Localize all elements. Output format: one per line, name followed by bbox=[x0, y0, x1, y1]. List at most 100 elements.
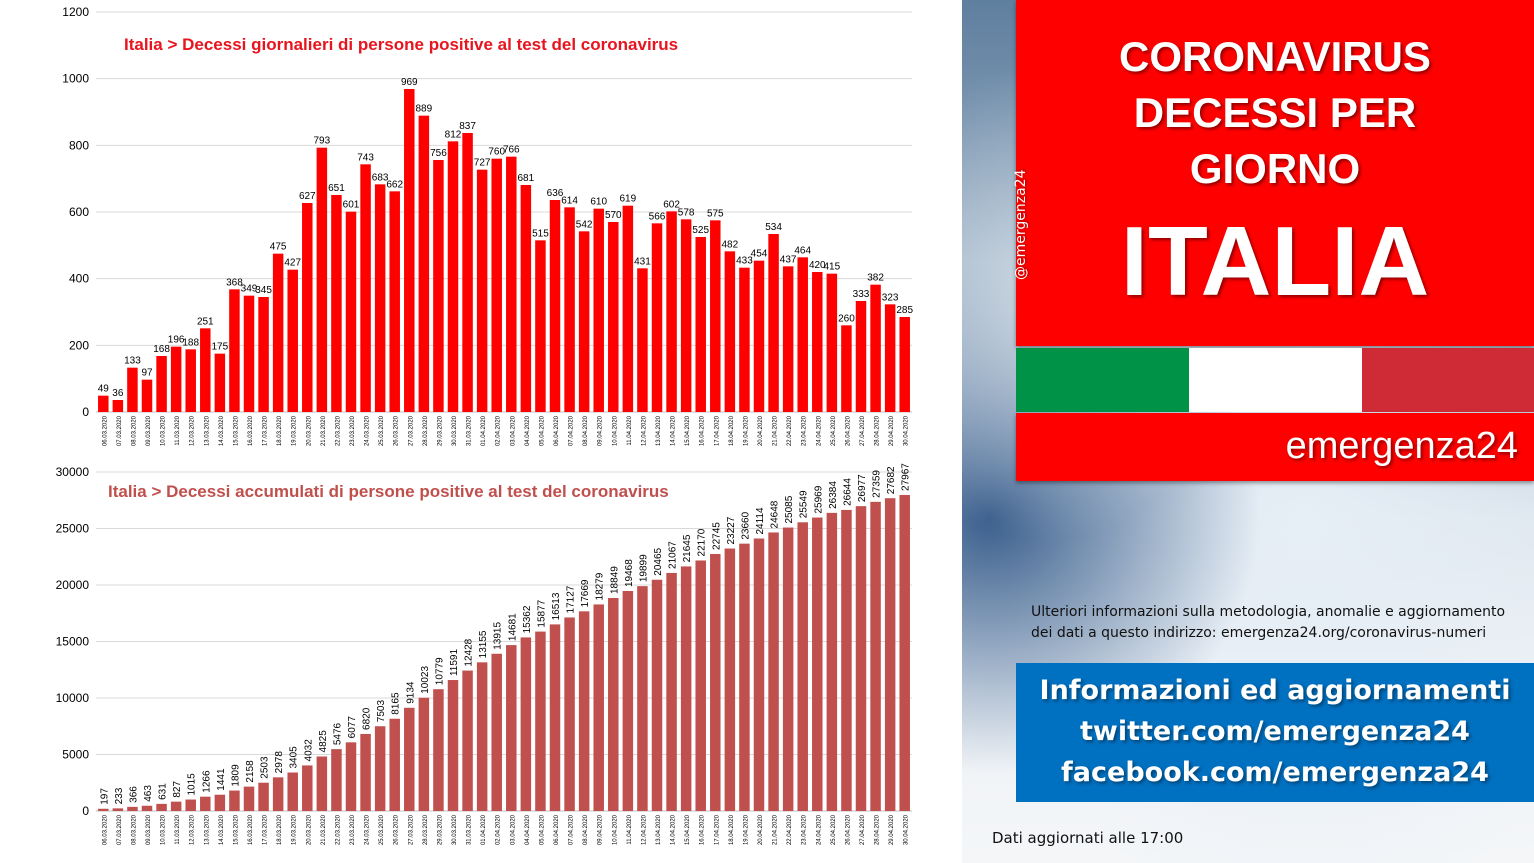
chart1-bar bbox=[622, 205, 634, 412]
chart2-data-label: 26977 bbox=[857, 474, 868, 502]
chart1-data-label: 475 bbox=[270, 242, 287, 253]
chart1-bar bbox=[782, 266, 794, 412]
chart1-x-tick-label: 27.04.2020 bbox=[860, 415, 866, 446]
chart1-x-tick-label: 06.04.2020 bbox=[554, 415, 560, 446]
chart2-bar bbox=[141, 805, 153, 811]
facebook-link[interactable]: facebook.com/emergenza24 bbox=[1061, 757, 1489, 788]
chart1-x-tick-label: 09.03.2020 bbox=[146, 415, 152, 446]
chart1-data-label: 382 bbox=[867, 273, 884, 284]
chart2-bar bbox=[404, 707, 415, 811]
chart2-x-tick-label: 11.04.2020 bbox=[627, 814, 633, 844]
chart1-x-tick-label: 17.04.2020 bbox=[714, 415, 720, 446]
chart2-data-label: 4032 bbox=[303, 739, 314, 762]
chart1-x-tick-label: 17.03.2020 bbox=[263, 415, 269, 446]
chart1-x-tick-label: 14.03.2020 bbox=[219, 415, 225, 446]
chart1-bar bbox=[593, 208, 604, 412]
chart2-y-tick-label: 15000 bbox=[56, 635, 90, 649]
chart2-bar bbox=[826, 512, 838, 811]
chart1-x-tick-label: 14.04.2020 bbox=[671, 415, 677, 446]
chart2-bar bbox=[200, 796, 211, 811]
chart2-bar bbox=[695, 560, 706, 811]
chart2-bar bbox=[506, 645, 517, 811]
title-box: CORONAVIRUS DECESSI PER GIORNO ITALIA bbox=[1016, 0, 1534, 346]
chart1-data-label: 368 bbox=[226, 277, 243, 288]
chart2-data-label: 827 bbox=[172, 781, 183, 798]
flag-stripe-white bbox=[1189, 348, 1362, 412]
chart2-y-tick-label: 20000 bbox=[56, 578, 90, 592]
chart1-x-tick-label: 29.04.2020 bbox=[889, 415, 895, 446]
brand-bar: emergenza24 bbox=[1016, 413, 1534, 481]
chart2-bar bbox=[578, 611, 590, 811]
chart1-data-label: 188 bbox=[182, 337, 199, 348]
chart1-bar bbox=[214, 353, 226, 412]
chart1-data-label: 793 bbox=[314, 136, 331, 147]
chart2-x-tick-label: 13.03.2020 bbox=[204, 814, 210, 845]
chart2-x-tick-label: 06.04.2020 bbox=[554, 814, 560, 845]
chart1-x-tick-label: 26.04.2020 bbox=[845, 415, 851, 446]
chart2-data-label: 7503 bbox=[376, 700, 387, 723]
chart2-bar bbox=[156, 803, 167, 811]
chart1-x-tick-label: 24.04.2020 bbox=[816, 415, 822, 446]
chart1-y-tick-label: 200 bbox=[69, 338, 89, 352]
chart2-bar bbox=[841, 509, 852, 811]
chart2-bar bbox=[287, 772, 298, 811]
chart1-data-label: 534 bbox=[765, 222, 782, 233]
chart1-x-tick-label: 21.03.2020 bbox=[321, 415, 327, 446]
chart2-y-tick-label: 30000 bbox=[56, 465, 90, 479]
chart2-x-tick-label: 20.04.2020 bbox=[758, 814, 764, 845]
chart1-data-label: 454 bbox=[751, 249, 768, 260]
chart2-bar bbox=[170, 801, 182, 811]
chart2-data-label: 18279 bbox=[595, 572, 606, 600]
chart1-x-tick-label: 12.04.2020 bbox=[641, 415, 647, 446]
chart1-bar bbox=[506, 156, 517, 412]
chart2-data-label: 8165 bbox=[391, 692, 402, 715]
chart2-x-tick-label: 29.04.2020 bbox=[889, 814, 895, 845]
chart2-data-label: 25549 bbox=[799, 490, 810, 518]
chart1-bar bbox=[564, 207, 575, 412]
chart1-data-label: 683 bbox=[372, 172, 389, 183]
chart1-data-label: 464 bbox=[794, 245, 811, 256]
chart1-x-tick-label: 02.04.2020 bbox=[496, 415, 502, 446]
chart1-data-label: 437 bbox=[780, 254, 797, 265]
chart1-x-tick-label: 15.04.2020 bbox=[685, 415, 691, 446]
chart1-data-label: 837 bbox=[459, 121, 476, 132]
chart1-data-label: 578 bbox=[678, 207, 695, 218]
chart1-x-tick-label: 30.04.2020 bbox=[904, 415, 910, 446]
brand-name: emergenza24 bbox=[1285, 425, 1518, 467]
chart2-x-tick-label: 26.03.2020 bbox=[394, 814, 400, 845]
chart1-bar bbox=[578, 231, 590, 412]
chart2-x-tick-label: 10.03.2020 bbox=[161, 814, 167, 845]
chart2-x-tick-label: 24.04.2020 bbox=[816, 814, 822, 845]
chart1-bar bbox=[797, 257, 808, 412]
chart1-bar bbox=[710, 220, 721, 412]
chart1-data-label: 812 bbox=[445, 129, 462, 140]
chart1-bar bbox=[447, 141, 459, 413]
chart2-data-label: 19899 bbox=[638, 554, 649, 582]
chart1-data-label: 570 bbox=[605, 210, 622, 221]
chart1-data-label: 662 bbox=[386, 179, 403, 190]
chart1-bar bbox=[637, 268, 648, 412]
chart2-bar bbox=[593, 604, 604, 811]
chart2-bar bbox=[127, 806, 138, 811]
chart2-data-label: 24648 bbox=[770, 500, 781, 528]
chart1-bar bbox=[156, 356, 167, 412]
twitter-link[interactable]: twitter.com/emergenza24 bbox=[1080, 716, 1470, 747]
chart1-x-tick-label: 23.04.2020 bbox=[802, 415, 808, 446]
chart2-bar bbox=[535, 631, 546, 811]
chart1-bar bbox=[316, 147, 328, 412]
chart1-x-tick-label: 23.03.2020 bbox=[350, 415, 356, 446]
chart1-bar bbox=[418, 115, 430, 413]
chart2-bar bbox=[389, 718, 400, 811]
chart2-bar bbox=[564, 617, 575, 811]
chart1-data-label: 727 bbox=[474, 158, 491, 169]
chart2-data-label: 21067 bbox=[668, 541, 679, 569]
chart1-data-label: 168 bbox=[153, 344, 170, 355]
chart1-data-label: 49 bbox=[98, 384, 110, 395]
chart2-x-tick-label: 30.04.2020 bbox=[904, 814, 910, 845]
chart2-y-tick-label: 0 bbox=[82, 804, 89, 818]
chart1-x-tick-label: 07.04.2020 bbox=[569, 415, 575, 446]
chart1-x-tick-label: 06.03.2020 bbox=[102, 415, 108, 446]
chart1-data-label: 482 bbox=[722, 239, 739, 250]
chart2-data-label: 2503 bbox=[260, 756, 271, 779]
chart1-bar bbox=[549, 200, 561, 412]
